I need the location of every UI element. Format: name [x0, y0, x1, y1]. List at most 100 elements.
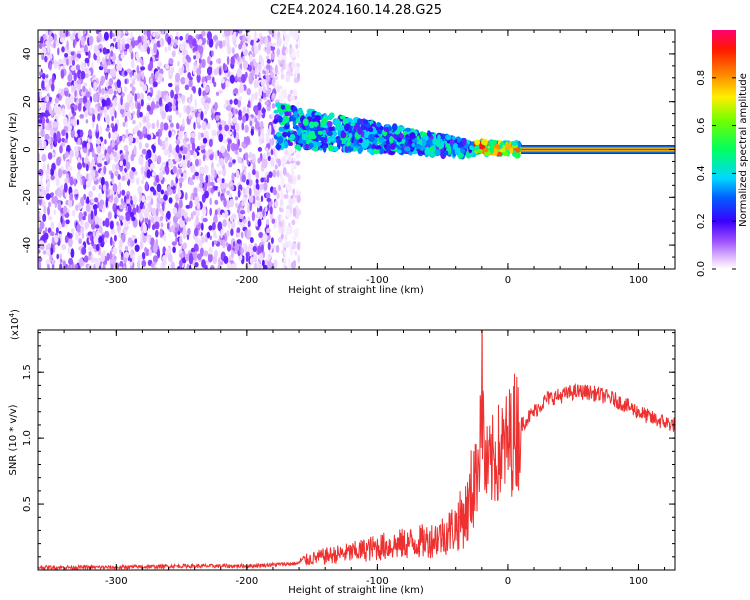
heatmap-cell: [141, 148, 147, 155]
heatmap-cell: [268, 234, 271, 241]
heatmap-cell: [394, 130, 401, 135]
heatmap-cell: [123, 51, 127, 56]
heatmap-cell: [87, 254, 92, 261]
heatmap-cell: [185, 105, 191, 115]
heatmap-cell: [111, 138, 115, 148]
heatmap-cell: [247, 243, 254, 254]
heatmap-cell: [192, 86, 196, 94]
heatmap-cell: [329, 112, 335, 119]
heatmap-cell: [70, 248, 75, 259]
heatmap-cell: [129, 170, 134, 180]
heatmap-cell: [163, 122, 169, 131]
heatmap-cell: [50, 221, 54, 230]
heatmap-cell: [118, 231, 122, 238]
heatmap-cell: [204, 102, 210, 111]
heatmap-cell: [160, 222, 164, 228]
heatmap-cell: [102, 184, 107, 192]
heatmap-cell: [158, 192, 161, 202]
heatmap-cell: [489, 145, 495, 154]
heatmap-cell: [66, 97, 71, 106]
heatmap-cell: [275, 144, 282, 150]
heatmap-cell: [92, 185, 96, 191]
heatmap-cell: [183, 211, 188, 219]
heatmap-cell: [56, 106, 62, 116]
heatmap-cell: [117, 86, 122, 94]
heatmap-cell: [83, 147, 87, 154]
heatmap-cell: [55, 227, 59, 234]
heatmap-cell: [280, 176, 285, 187]
heatmap-cell: [246, 159, 250, 166]
heatmap-cell: [38, 169, 44, 176]
heatmap-cell: [309, 121, 315, 129]
heatmap-cell: [65, 30, 69, 37]
heatmap-cell: [409, 133, 414, 138]
heatmap-cell: [163, 149, 168, 156]
heatmap-cell: [98, 236, 103, 243]
heatmap-cell: [130, 199, 134, 206]
heatmap-cell: [222, 40, 226, 47]
heatmap-cell: [129, 211, 134, 218]
heatmap-cell: [39, 89, 42, 99]
heatmap-cell: [143, 208, 149, 219]
heatmap-cell: [257, 218, 262, 227]
heatmap-cell: [168, 82, 173, 88]
x-tick-label: -300: [105, 275, 128, 286]
heatmap-cell: [214, 151, 218, 161]
heatmap-cell: [188, 76, 193, 81]
heatmap-cell: [179, 162, 183, 168]
x-tick-label: 0: [505, 275, 511, 286]
heatmap-cell: [190, 132, 196, 139]
heatmap-cell: [232, 30, 238, 33]
heatmap-cell: [85, 163, 89, 172]
heatmap-cell: [328, 126, 334, 132]
heatmap-cell: [114, 262, 120, 269]
heatmap-cell: [67, 246, 71, 255]
heatmap-cell: [55, 177, 60, 187]
heatmap-cell: [92, 113, 96, 123]
heatmap-cell: [211, 240, 215, 247]
heatmap-cell: [65, 132, 69, 140]
heatmap-cell: [125, 121, 128, 128]
heatmap-cell: [163, 194, 168, 201]
heatmap-cell: [130, 240, 135, 247]
heatmap-cell: [182, 242, 187, 250]
heatmap-cell: [321, 116, 328, 123]
heatmap-cell: [269, 200, 273, 207]
heatmap-cell: [277, 37, 282, 47]
heatmap-cell: [284, 265, 288, 269]
heatmap-cell: [81, 157, 85, 162]
heatmap-cell: [125, 43, 130, 50]
heatmap-cell: [291, 175, 297, 185]
heatmap-cell: [187, 217, 191, 222]
heatmap-cell: [242, 186, 246, 196]
heatmap-cell: [153, 81, 158, 88]
heatmap-cell: [314, 114, 321, 121]
heatmap-cell: [218, 133, 224, 143]
heatmap-cell: [286, 181, 292, 192]
heatmap-cell: [178, 154, 182, 159]
heatmap-cell: [139, 92, 145, 102]
heatmap-cell: [239, 84, 244, 93]
heatmap-cell: [172, 207, 178, 215]
heatmap-cell: [123, 144, 129, 152]
heatmap-cell: [333, 119, 340, 125]
heatmap-cell: [211, 167, 215, 176]
heatmap-cell: [229, 99, 233, 105]
heatmap-cell: [164, 140, 169, 148]
heatmap-cell: [274, 75, 279, 80]
heatmap-cell: [267, 128, 272, 135]
heatmap-cell: [231, 213, 237, 220]
heatmap-cell: [114, 213, 117, 219]
heatmap-cell: [64, 138, 68, 144]
heatmap-cell: [200, 222, 204, 231]
heatmap-cell: [146, 195, 151, 201]
heatmap-cell: [222, 239, 226, 249]
heatmap-cell: [48, 35, 54, 43]
heatmap-cell: [227, 138, 232, 144]
heatmap-cell: [59, 30, 63, 39]
heatmap-cell: [43, 232, 49, 240]
heatmap-cell: [131, 78, 136, 86]
heatmap-cell: [139, 57, 143, 64]
heatmap-cell: [251, 70, 255, 77]
heatmap-cell: [214, 199, 219, 205]
